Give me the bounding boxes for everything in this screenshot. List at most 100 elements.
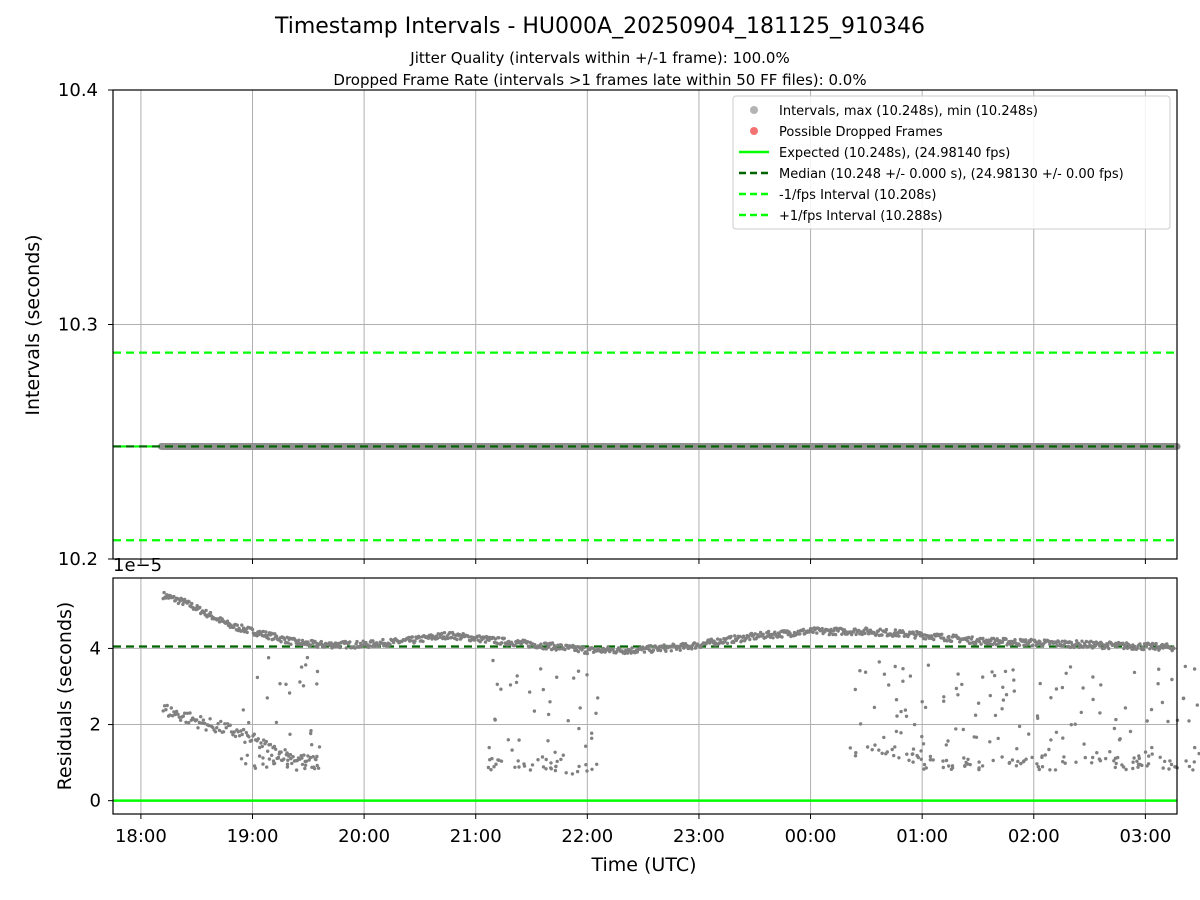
residual-point bbox=[575, 769, 580, 774]
residual-point bbox=[1131, 760, 1135, 764]
residual-point bbox=[635, 650, 639, 654]
residual-point bbox=[949, 639, 954, 643]
residual-point bbox=[303, 763, 308, 767]
residual-point bbox=[499, 641, 504, 645]
residual-point bbox=[968, 762, 972, 767]
residual-point bbox=[561, 753, 565, 757]
residual-point bbox=[295, 758, 299, 763]
residual-point bbox=[718, 638, 723, 642]
residual-point bbox=[880, 751, 884, 755]
residual-point bbox=[241, 727, 246, 732]
residual-point bbox=[244, 762, 248, 766]
residual-point bbox=[553, 768, 558, 773]
residual-point bbox=[287, 754, 291, 758]
residual-point bbox=[1145, 764, 1149, 768]
residual-point bbox=[928, 758, 933, 762]
residual-point bbox=[499, 759, 504, 763]
residual-point bbox=[1161, 766, 1165, 770]
residual-point bbox=[858, 669, 862, 673]
residual-point bbox=[833, 632, 838, 637]
residual-point bbox=[669, 649, 673, 653]
residual-point bbox=[577, 764, 581, 769]
residual-point bbox=[1000, 640, 1005, 644]
residual-point bbox=[240, 732, 244, 737]
residual-point bbox=[893, 628, 898, 632]
residual-point bbox=[258, 745, 262, 750]
residual-point bbox=[960, 682, 964, 687]
residual-point bbox=[177, 715, 181, 719]
residual-point bbox=[1017, 643, 1022, 647]
residual-point bbox=[732, 640, 736, 645]
residual-point bbox=[1084, 639, 1089, 644]
top-y-tick-label: 10.2 bbox=[58, 549, 98, 570]
residual-point bbox=[1191, 768, 1195, 772]
residual-point bbox=[289, 756, 293, 761]
residual-point bbox=[1106, 643, 1110, 647]
residual-point bbox=[287, 691, 292, 695]
residual-point bbox=[499, 687, 503, 691]
residual-point bbox=[585, 651, 589, 656]
residual-point bbox=[267, 757, 272, 761]
residual-point bbox=[582, 646, 586, 650]
residual-point bbox=[905, 752, 909, 756]
residual-point bbox=[911, 747, 916, 751]
x-tick-label: 20:00 bbox=[338, 826, 390, 847]
residual-point bbox=[1116, 755, 1120, 760]
residual-point bbox=[1157, 667, 1161, 671]
x-tick-label: 21:00 bbox=[450, 826, 502, 847]
residual-point bbox=[761, 632, 765, 636]
residual-point bbox=[1036, 765, 1041, 769]
residual-point bbox=[854, 632, 858, 637]
x-tick-label: 22:00 bbox=[561, 826, 613, 847]
residual-point bbox=[1090, 761, 1094, 765]
residual-point bbox=[195, 718, 199, 722]
residual-point bbox=[945, 639, 949, 643]
residual-point bbox=[265, 696, 269, 700]
legend-label: Expected (10.248s), (24.98140 fps) bbox=[779, 146, 1010, 161]
residual-point bbox=[658, 648, 663, 653]
residual-point bbox=[185, 711, 189, 715]
residual-point bbox=[815, 631, 819, 635]
residual-point bbox=[204, 608, 208, 613]
residual-point bbox=[510, 748, 514, 752]
residual-point bbox=[780, 635, 784, 639]
residual-point bbox=[994, 642, 998, 647]
residual-point bbox=[708, 641, 712, 645]
residual-point bbox=[601, 646, 606, 651]
residual-point bbox=[492, 765, 496, 769]
residual-point bbox=[187, 600, 191, 604]
residual-point bbox=[976, 701, 981, 705]
residual-point bbox=[187, 721, 191, 725]
residual-point bbox=[367, 644, 372, 648]
residuals-plot-grid bbox=[113, 578, 1177, 814]
residual-point bbox=[820, 626, 824, 631]
residual-point bbox=[549, 766, 553, 770]
residual-point bbox=[1031, 643, 1035, 647]
residual-point bbox=[1038, 681, 1042, 686]
residual-point bbox=[229, 730, 234, 734]
x-tick-label: 02:00 bbox=[1008, 826, 1060, 847]
residual-point bbox=[926, 663, 931, 667]
residual-point bbox=[882, 672, 887, 676]
residual-point bbox=[991, 758, 995, 763]
residual-point bbox=[887, 683, 891, 687]
residual-point bbox=[941, 759, 945, 763]
residual-point bbox=[1195, 703, 1200, 707]
residual-point bbox=[747, 634, 751, 639]
residual-point bbox=[831, 632, 835, 637]
residual-point bbox=[176, 601, 181, 606]
residual-point bbox=[300, 756, 304, 760]
residual-point bbox=[176, 712, 180, 716]
jitter-quality-subtitle: Jitter Quality (intervals within +/-1 fr… bbox=[410, 49, 790, 67]
top-y-axis-label: Intervals (seconds) bbox=[22, 234, 44, 415]
residual-point bbox=[241, 708, 245, 712]
residual-point bbox=[1004, 693, 1009, 697]
residual-point bbox=[305, 655, 310, 660]
residual-point bbox=[381, 637, 385, 642]
residual-point bbox=[585, 673, 589, 677]
residual-point bbox=[508, 683, 513, 687]
x-axis-label: Time (UTC) bbox=[590, 854, 696, 876]
residual-point bbox=[1061, 760, 1065, 764]
residual-point bbox=[1138, 762, 1143, 767]
